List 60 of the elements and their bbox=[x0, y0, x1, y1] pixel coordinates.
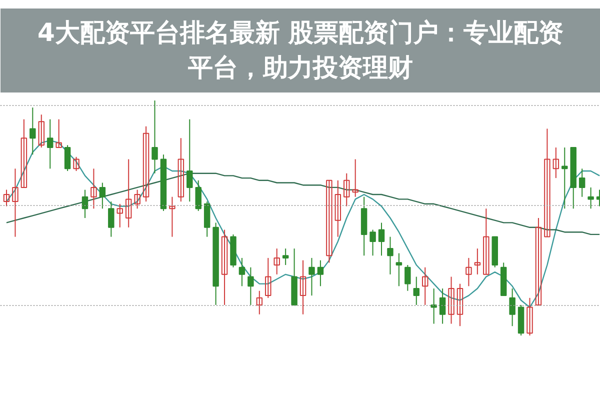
candlestick bbox=[308, 257, 315, 296]
candlestick bbox=[73, 156, 80, 172]
candlestick bbox=[430, 288, 437, 324]
candlestick bbox=[38, 114, 44, 148]
candlestick bbox=[456, 283, 464, 327]
candlestick bbox=[422, 266, 428, 306]
candlestick bbox=[204, 201, 210, 238]
candlestick bbox=[152, 100, 158, 174]
candlestick bbox=[387, 236, 394, 275]
candlestick bbox=[466, 257, 472, 287]
candlestick bbox=[238, 257, 246, 287]
candlestick bbox=[396, 252, 402, 287]
candlestick bbox=[317, 260, 324, 287]
candlestick bbox=[344, 172, 350, 207]
candlestick bbox=[178, 138, 184, 202]
candlestick bbox=[588, 186, 594, 210]
candlestick bbox=[30, 107, 36, 156]
candlestick bbox=[265, 257, 272, 298]
candlestick bbox=[3, 189, 10, 207]
candlestick bbox=[248, 266, 254, 306]
candlestick bbox=[169, 196, 176, 238]
candlestick bbox=[142, 126, 150, 202]
candlestick bbox=[326, 180, 332, 264]
candlestick bbox=[134, 189, 140, 210]
candlestick bbox=[562, 147, 568, 210]
candlestick bbox=[186, 118, 193, 202]
candlestick bbox=[56, 118, 62, 148]
candlestick bbox=[125, 158, 132, 228]
candlestick bbox=[82, 189, 88, 218]
candlestick bbox=[370, 229, 376, 256]
candlestick bbox=[578, 168, 586, 198]
candlestick bbox=[90, 168, 97, 210]
candlestick bbox=[282, 248, 289, 266]
candlestick bbox=[413, 276, 420, 306]
candlestick bbox=[108, 201, 114, 238]
candlestick bbox=[274, 248, 280, 275]
candlestick bbox=[256, 290, 263, 315]
candlestick bbox=[535, 218, 542, 306]
candlestick bbox=[552, 147, 560, 179]
candlestick bbox=[404, 264, 411, 292]
candlestick bbox=[99, 182, 106, 210]
candlestick bbox=[439, 288, 446, 324]
candlestick bbox=[46, 118, 54, 170]
candlestick bbox=[20, 118, 28, 188]
candlestick bbox=[378, 222, 385, 256]
candlestick bbox=[334, 180, 342, 238]
candlestick bbox=[509, 288, 516, 327]
candlestick bbox=[116, 203, 123, 228]
candlestick bbox=[12, 168, 18, 238]
candlestick bbox=[544, 128, 550, 238]
candlestick bbox=[526, 297, 533, 336]
candlestick bbox=[300, 260, 306, 315]
candlestick bbox=[474, 248, 481, 275]
candlestick bbox=[195, 180, 202, 212]
candlestick bbox=[448, 276, 454, 324]
candlestick bbox=[221, 229, 228, 306]
candlestick bbox=[483, 208, 490, 275]
candlestick bbox=[352, 158, 358, 198]
candlestick bbox=[64, 144, 71, 172]
chart-title: 4大配资平台排名最新 股票配资门户：专业配资平台，助力投资理财 bbox=[37, 18, 564, 82]
